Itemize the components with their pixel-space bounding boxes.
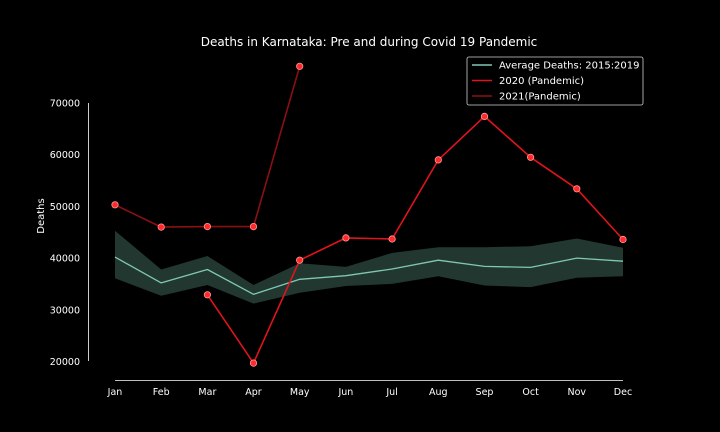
x-tick-labels: Jan Feb Mar Apr May Jun Jul Aug Sep Oct Nov Dec bbox=[107, 387, 633, 398]
x-tick-oct: Oct bbox=[522, 387, 539, 398]
confidence-band-layer bbox=[115, 230, 623, 304]
point-2021-pandemic-may bbox=[296, 62, 304, 70]
x-tick-apr: Apr bbox=[245, 387, 262, 398]
x-tick-mar: Mar bbox=[198, 387, 216, 398]
point-2020-pandemic-nov bbox=[573, 185, 581, 193]
y-tick-70000: 70000 bbox=[50, 99, 80, 110]
x-tick-nov: Nov bbox=[568, 387, 587, 398]
y-tick-20000: 20000 bbox=[50, 357, 80, 368]
y-tick-60000: 60000 bbox=[50, 150, 80, 161]
band-average-deaths-2015-2019 bbox=[115, 230, 623, 304]
x-tick-feb: Feb bbox=[153, 387, 170, 398]
x-tick-jul: Jul bbox=[385, 387, 397, 398]
y-axis-label: Deaths bbox=[36, 198, 47, 233]
y-tick-40000: 40000 bbox=[50, 254, 80, 265]
point-2021-pandemic-jan bbox=[111, 201, 119, 209]
line-2020-pandemic bbox=[206, 115, 624, 364]
point-2021-pandemic-mar bbox=[203, 223, 211, 231]
legend-label-2021-pandemic: 2021(Pandemic) bbox=[499, 92, 581, 103]
x-tick-jan: Jan bbox=[107, 387, 123, 398]
x-tick-aug: Aug bbox=[429, 387, 448, 398]
point-2020-pandemic-mar bbox=[203, 291, 211, 299]
point-2021-pandemic-feb bbox=[157, 223, 165, 231]
line-average-deaths-2015-2019 bbox=[114, 256, 624, 295]
legend-label-2020-pandemic: 2020 (Pandemic) bbox=[499, 76, 584, 87]
x-tick-may: May bbox=[290, 387, 310, 398]
x-tick-sep: Sep bbox=[476, 387, 494, 398]
point-2020-pandemic-aug bbox=[434, 156, 442, 164]
legend-box bbox=[466, 56, 644, 106]
legend-label-average-deaths-2015-2019: Average Deaths: 2015:2019 bbox=[499, 61, 640, 72]
point-2020-pandemic-dec bbox=[619, 235, 627, 244]
data-point-layer bbox=[111, 62, 627, 367]
x-tick-jun: Jun bbox=[337, 387, 353, 398]
point-2020-pandemic-sep bbox=[480, 112, 489, 121]
chart-title: Deaths in Karnataka: Pre and during Covi… bbox=[201, 35, 538, 49]
point-2020-pandemic-jul bbox=[388, 235, 396, 243]
point-2021-pandemic-apr bbox=[249, 223, 258, 231]
y-tick-50000: 50000 bbox=[50, 202, 80, 213]
y-tick-labels: 20000 30000 40000 50000 60000 70000 bbox=[50, 99, 80, 369]
point-2020-pandemic-oct bbox=[526, 153, 535, 161]
legend: Average Deaths: 2015:2019 2020 (Pandemic)… bbox=[466, 56, 644, 106]
point-2020-pandemic-apr bbox=[249, 359, 258, 367]
y-tick-30000: 30000 bbox=[50, 305, 80, 316]
point-2020-pandemic-jun bbox=[342, 234, 350, 242]
x-tick-dec: Dec bbox=[614, 387, 632, 398]
point-2020-pandemic-may bbox=[296, 256, 304, 264]
